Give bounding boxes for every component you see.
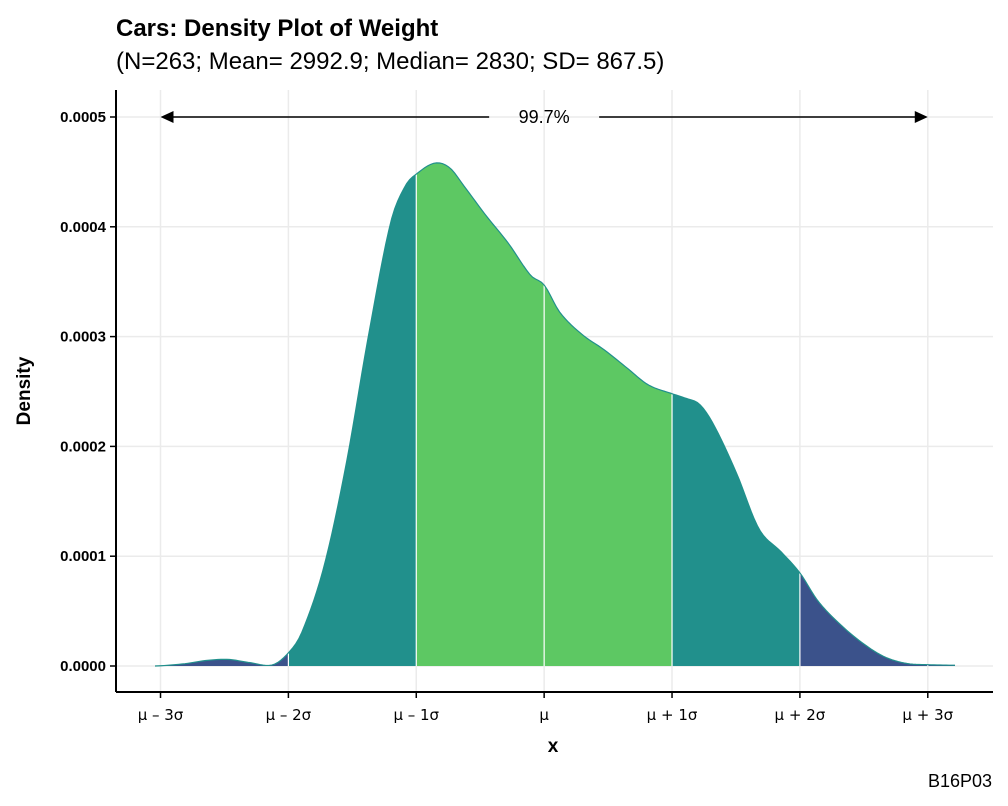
y-tick-label: 0.0004 (60, 219, 107, 236)
x-tick-label: μ – 1σ (393, 706, 439, 724)
x-tick-label: μ + 2σ (775, 706, 826, 724)
y-tick-label: 0.0002 (60, 438, 106, 455)
y-axis-title: Density (14, 356, 35, 425)
y-tick-label: 0.0005 (60, 109, 106, 126)
x-tick-label: μ (539, 706, 549, 724)
x-axis-title: x (548, 736, 559, 757)
density-outline (154, 162, 956, 667)
range-annotation: 99.7% (160, 107, 928, 127)
y-tick-label: 0.0003 (60, 329, 106, 346)
chart-subtitle: (N=263; Mean= 2992.9; Median= 2830; SD= … (116, 48, 664, 75)
density-areas (155, 162, 955, 666)
annotation-label: 99.7% (519, 107, 570, 127)
x-axis-ticks: μ – 3σ μ – 2σ μ – 1σ μ μ + 1σ μ + 2σ μ + 3σ (138, 692, 954, 724)
y-tick-label: 0.0001 (60, 548, 106, 565)
annotation-arrowhead-right (914, 111, 928, 123)
x-tick-label: μ – 3σ (138, 706, 184, 724)
density-region-2 (288, 174, 417, 666)
y-axis-ticks: 0.0000 0.0001 0.0002 0.0003 0.0004 0.0005 (60, 109, 116, 675)
density-curve (154, 162, 956, 667)
density-region-5 (799, 572, 955, 666)
density-region-4 (672, 393, 800, 666)
y-tick-label: 0.0000 (60, 658, 106, 675)
chart-caption: B16P03 (928, 771, 992, 791)
sigma-lines (159, 174, 929, 666)
annotation-arrowhead-left (160, 111, 174, 123)
x-tick-label: μ + 3σ (902, 706, 953, 724)
x-tick-label: μ + 1σ (647, 706, 698, 724)
x-tick-label: μ – 2σ (266, 706, 312, 724)
chart-title: Cars: Density Plot of Weight (116, 15, 438, 42)
axes (115, 90, 993, 693)
